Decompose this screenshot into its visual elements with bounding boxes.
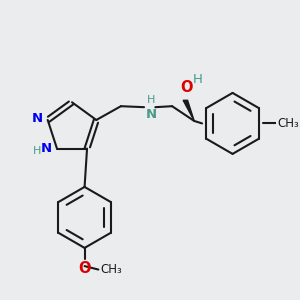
Text: N: N — [146, 108, 157, 121]
Text: O: O — [180, 80, 193, 95]
Polygon shape — [183, 100, 194, 121]
Text: O: O — [78, 261, 91, 276]
Text: CH₃: CH₃ — [101, 263, 123, 276]
Text: H: H — [146, 95, 155, 105]
Text: N: N — [41, 142, 52, 155]
Text: H: H — [193, 73, 202, 85]
Text: N: N — [32, 112, 43, 125]
Text: H: H — [33, 146, 41, 156]
Text: CH₃: CH₃ — [278, 117, 300, 130]
